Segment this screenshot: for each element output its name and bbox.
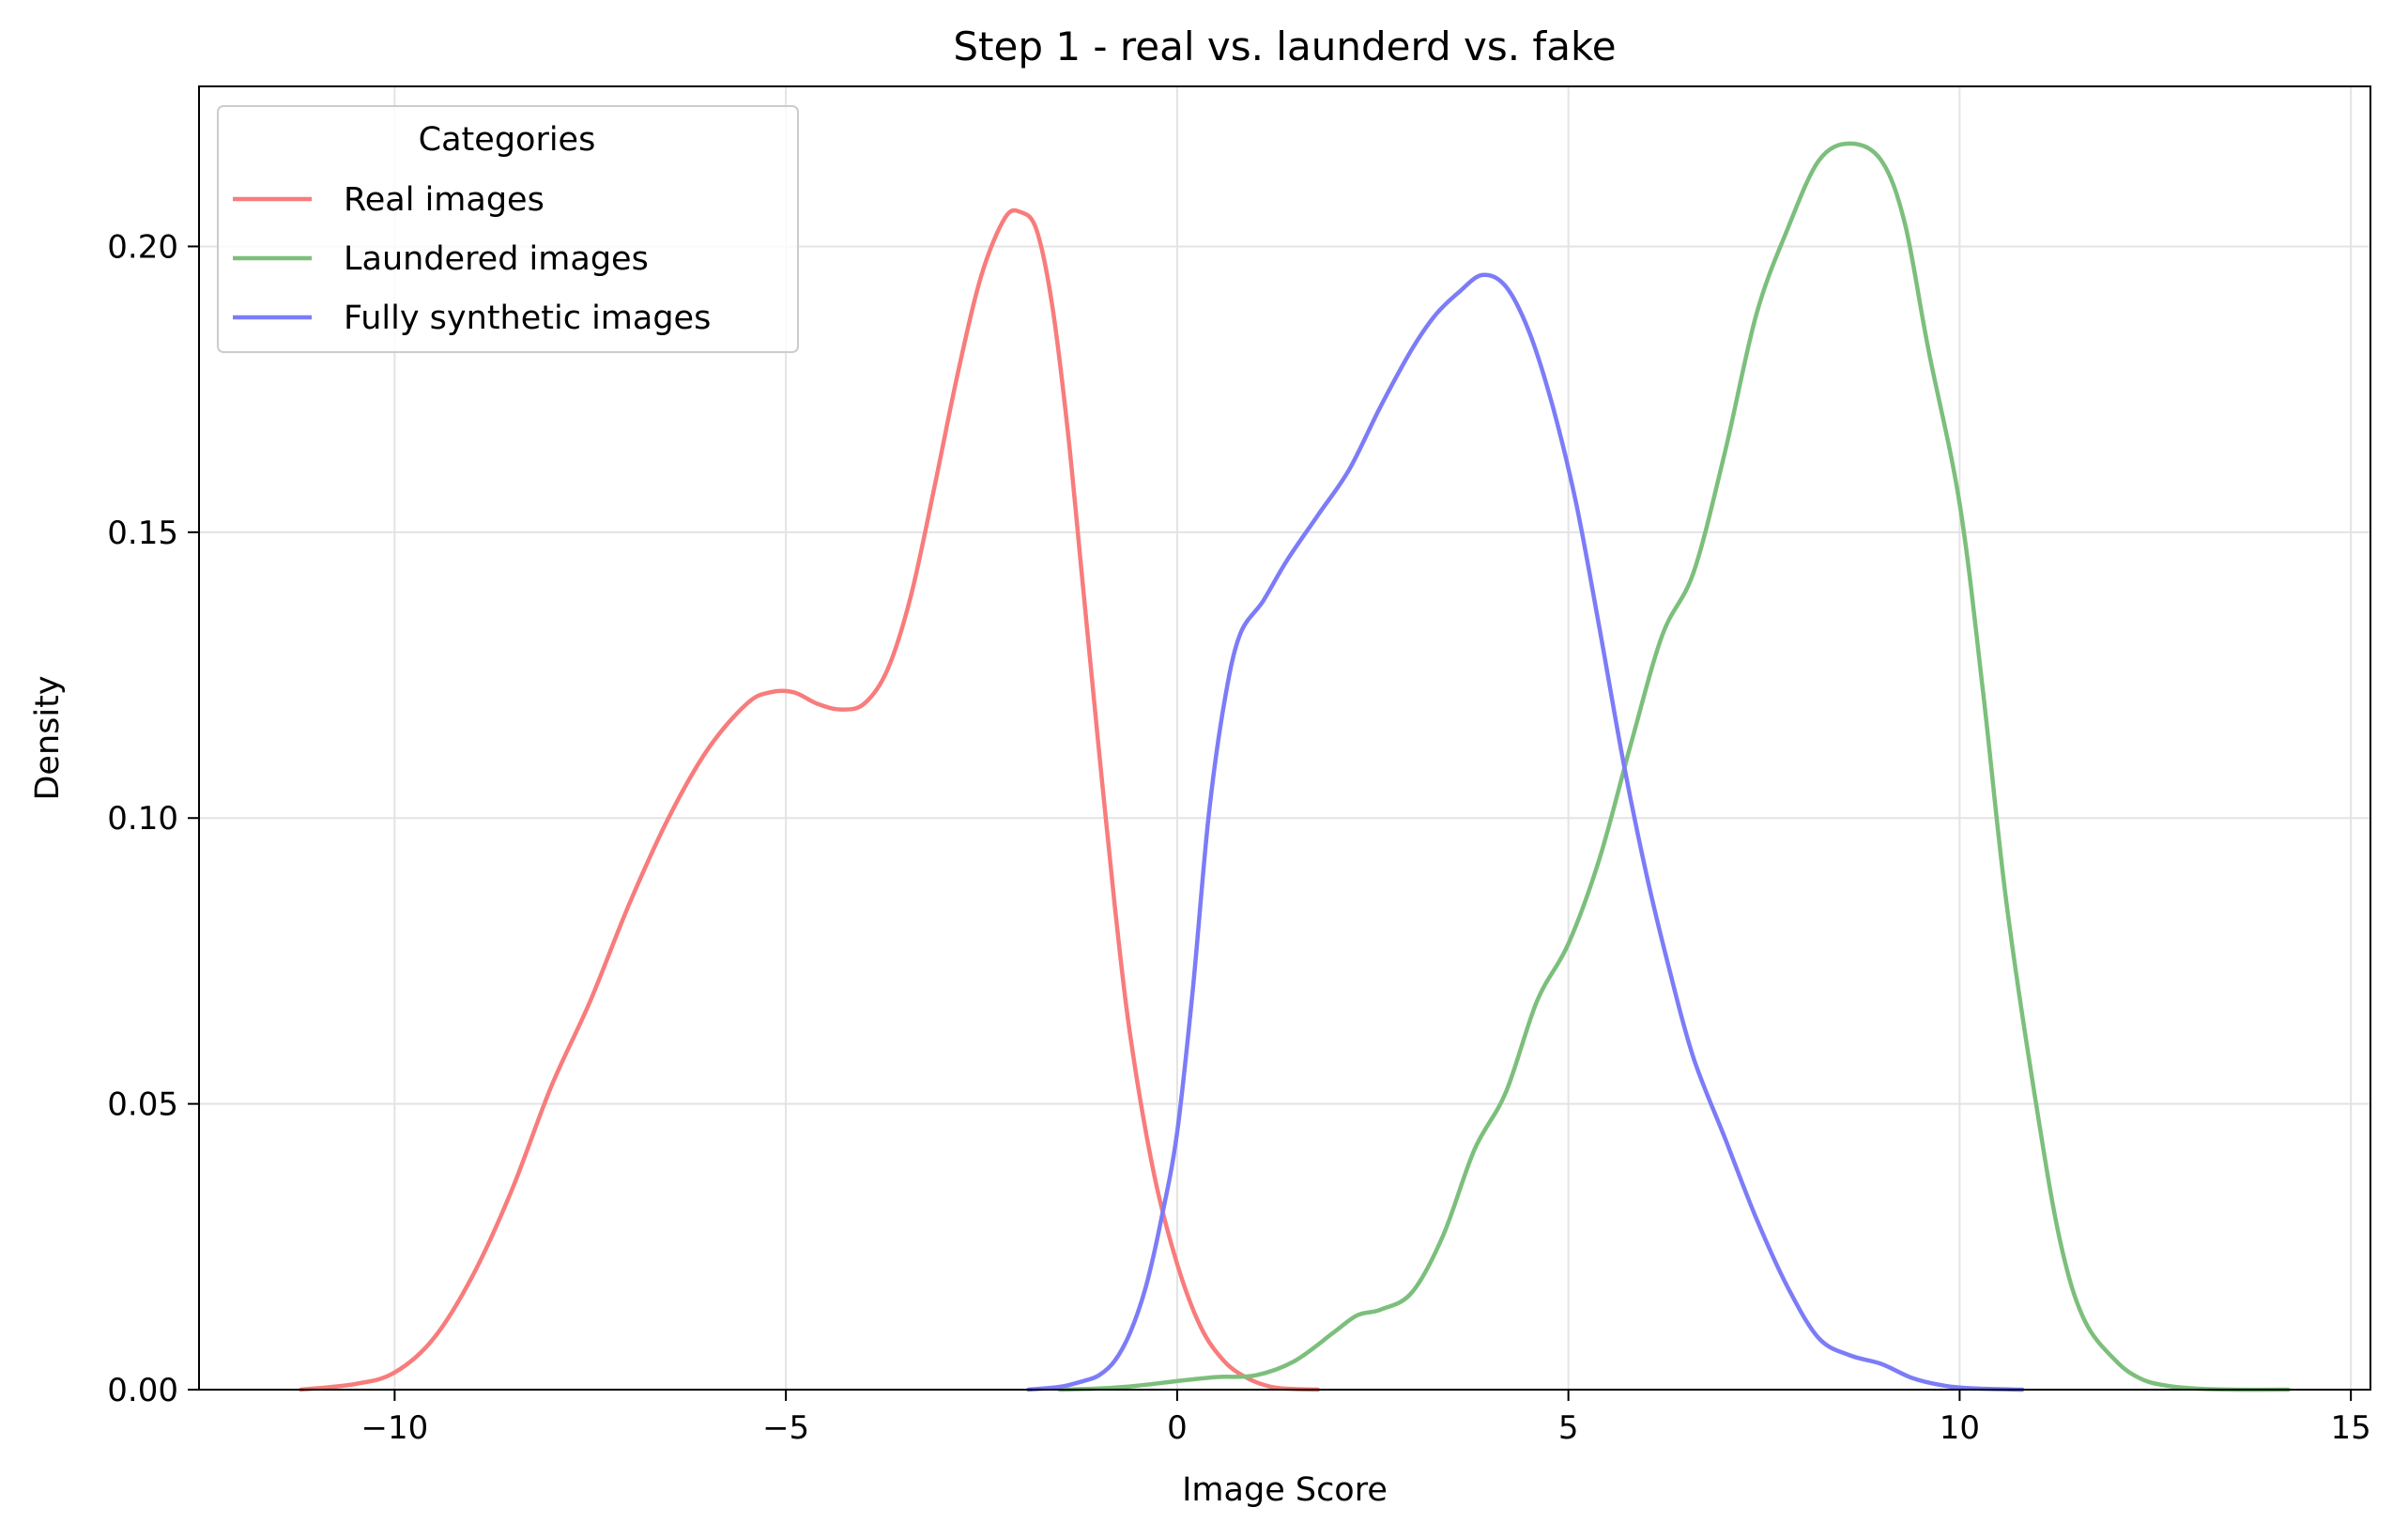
x-tick-label: −5 — [762, 1409, 809, 1447]
plot-frame — [198, 85, 2371, 1391]
legend-label: Real images — [344, 181, 544, 219]
legend-item-laundered-images: Laundered images — [233, 240, 649, 278]
y-axis-title: Density — [29, 675, 67, 800]
x-tick-label: 10 — [1940, 1409, 1980, 1447]
x-tick-label: −10 — [360, 1409, 428, 1447]
y-tick-label: 0.10 — [107, 800, 178, 838]
y-tick-label: 0.05 — [107, 1086, 178, 1124]
legend-label: Fully synthetic images — [344, 300, 711, 337]
laundered-images-curve — [1057, 141, 2291, 1392]
y-tick-label: 0.20 — [107, 228, 178, 266]
legend-item-real-images: Real images — [233, 181, 544, 219]
fully-synthetic-images-curve — [1026, 272, 2025, 1392]
legend-label: Laundered images — [344, 240, 649, 278]
x-tick-label: 15 — [2331, 1409, 2371, 1447]
legend: Categories Real images Laundered images Fu… — [217, 105, 799, 353]
x-axis-title: Image Score — [1182, 1471, 1388, 1509]
x-tick-label: 0 — [1167, 1409, 1188, 1447]
y-tick-label: 0.00 — [107, 1372, 178, 1409]
y-tick-label: 0.15 — [107, 515, 178, 552]
legend-box — [217, 105, 799, 353]
x-tick-label: 5 — [1558, 1409, 1579, 1447]
chart-title: Step 1 - real vs. launderd vs. fake — [953, 23, 1616, 69]
legend-item-fully-synthetic-images: Fully synthetic images — [233, 300, 711, 337]
real-images-curve — [299, 208, 1321, 1392]
legend-title: Categories — [419, 121, 596, 159]
